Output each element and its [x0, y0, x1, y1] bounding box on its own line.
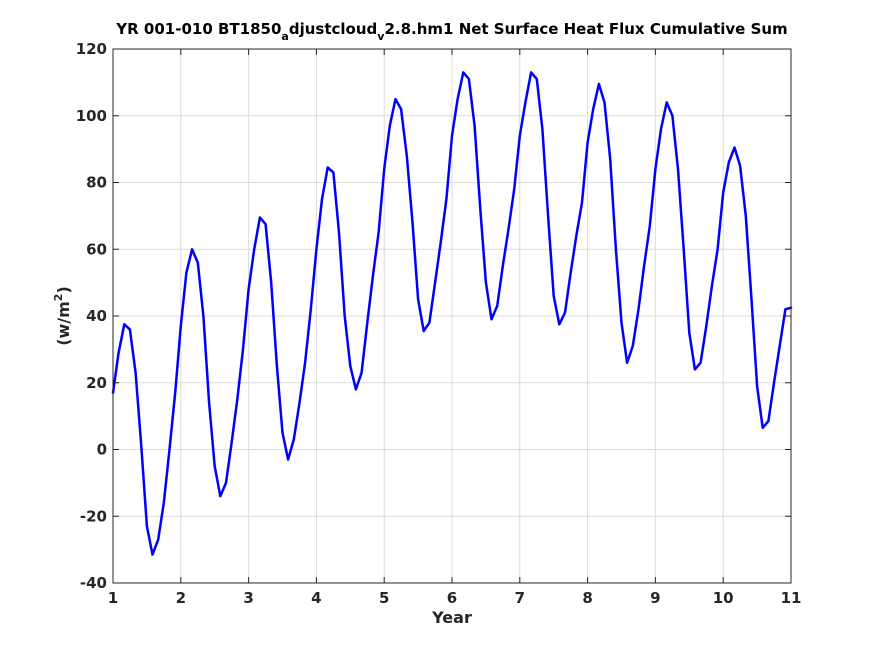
- x-tick-label: 10: [713, 589, 734, 607]
- y-tick-label: 40: [86, 307, 107, 325]
- x-tick-label: 8: [582, 589, 592, 607]
- y-tick-label: -20: [80, 507, 107, 525]
- y-axis-label: (w/m2): [52, 286, 73, 346]
- y-tick-label: 60: [86, 240, 107, 258]
- title-part-a: YR 001-010 BT1850: [115, 20, 281, 38]
- x-tick-label: 3: [243, 589, 253, 607]
- x-tick-label: 2: [176, 589, 186, 607]
- y-tick-label: 0: [97, 441, 107, 459]
- y-axis-label-sup: 2: [52, 294, 65, 302]
- x-tick-label: 4: [311, 589, 321, 607]
- title-part-c: djustcloud: [289, 20, 377, 38]
- x-axis-label: Year: [431, 608, 472, 627]
- y-tick-labels: -40 -20 0 20 40 60 80 100 120: [76, 40, 107, 592]
- title-part-e: 2.8.hm1 Net Surface Heat Flux Cumulative…: [384, 20, 787, 38]
- plot-lines: [111, 71, 793, 556]
- title-sub-a: a: [281, 30, 288, 43]
- y-tick-label: 100: [76, 107, 107, 125]
- y-axis-label-main: (w/m: [54, 301, 73, 346]
- title-sub-v: v: [377, 30, 385, 43]
- y-tick-label: 80: [86, 174, 107, 192]
- x-tick-label: 7: [515, 589, 525, 607]
- x-tick-labels: 1 2 3 4 5 6 7 8 9 10 11: [108, 589, 802, 607]
- x-tick-label: 1: [108, 589, 118, 607]
- x-tick-label: 5: [379, 589, 389, 607]
- y-tick-label: 20: [86, 374, 107, 392]
- x-tick-label: 11: [781, 589, 802, 607]
- chart-title: YR 001-010 BT1850adjustcloudv2.8.hm1 Net…: [115, 20, 787, 43]
- x-tick-label: 6: [447, 589, 457, 607]
- x-tick-label: 9: [650, 589, 660, 607]
- y-axis-label-close: ): [54, 286, 73, 293]
- y-tick-label: -40: [80, 574, 107, 592]
- tick-marks: [112, 48, 792, 584]
- y-tick-label: 120: [76, 40, 107, 58]
- series-line-0: [111, 71, 793, 556]
